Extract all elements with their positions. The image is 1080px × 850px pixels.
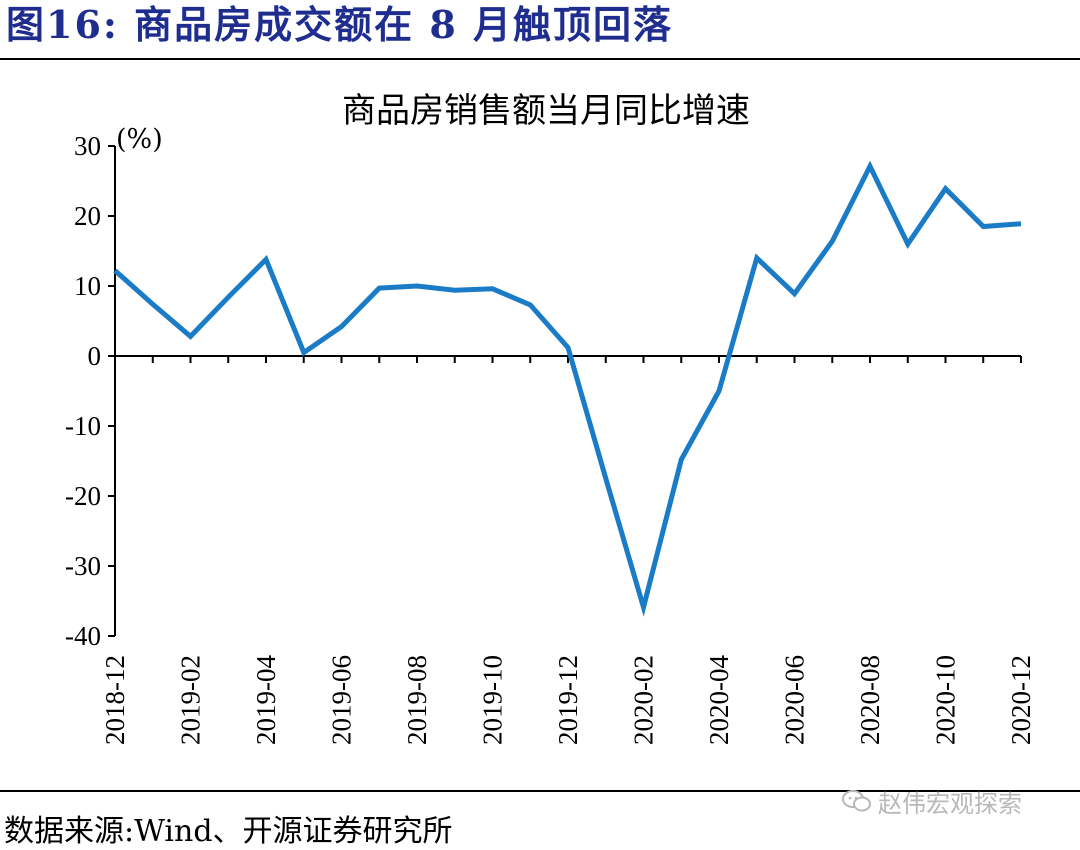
x-tick-label: 2020-04 — [704, 655, 734, 745]
source-note: 数据来源:Wind、开源证券研究所 — [4, 814, 453, 849]
x-axis: 2018-12 2019-02 2019-04 2019-06 2019-08 2019-… — [100, 355, 1036, 745]
y-tick-label: 0 — [88, 341, 102, 371]
series-layer — [113, 160, 1022, 617]
y-unit-label: (%) — [116, 124, 163, 155]
series-line — [113, 160, 1022, 617]
y-tick-label: -30 — [65, 551, 101, 581]
x-tick-label: 2019-10 — [478, 655, 508, 745]
x-tick-label: 2020-06 — [780, 655, 810, 745]
y-tick-label: -40 — [65, 621, 101, 651]
x-tick-label: 2018-12 — [100, 655, 130, 745]
x-tick-label: 2020-02 — [629, 655, 659, 745]
watermark: 赵伟宏观探索 — [842, 786, 1022, 818]
x-tick-label: 2019-06 — [327, 655, 357, 745]
chart-title: 商品房销售额当月同比增速 — [342, 91, 750, 131]
y-tick-label: -10 — [65, 411, 101, 441]
wechat-icon — [842, 790, 871, 812]
x-tick-label: 2020-08 — [855, 655, 885, 745]
y-tick-label: -20 — [65, 481, 101, 511]
x-tick-label: 2020-12 — [1006, 655, 1036, 745]
top-rule — [0, 58, 1080, 60]
y-axis: 30 20 10 0 -10 -20 -30 -40 — [65, 131, 116, 651]
bottom-rule — [0, 790, 1080, 792]
watermark-text: 赵伟宏观探索 — [878, 789, 1022, 818]
x-tick-label: 2019-08 — [402, 655, 432, 745]
x-tick-label: 2019-04 — [251, 655, 281, 745]
y-tick-label: 10 — [74, 271, 101, 301]
figure-title: 图16: 商品房成交额在 8 月触顶回落 — [6, 2, 674, 47]
x-tick-label: 2019-02 — [176, 655, 206, 745]
x-tick-label: 2019-12 — [553, 655, 583, 745]
figure-header: 图16: 商品房成交额在 8 月触顶回落 — [0, 0, 1080, 62]
y-tick-label: 20 — [74, 201, 101, 231]
y-tick-label: 30 — [74, 131, 101, 161]
line-chart: 商品房销售额当月同比增速 (%) 30 20 10 0 -10 -20 -30 -40 201… — [65, 91, 1036, 745]
x-tick-label: 2020-10 — [931, 655, 961, 745]
